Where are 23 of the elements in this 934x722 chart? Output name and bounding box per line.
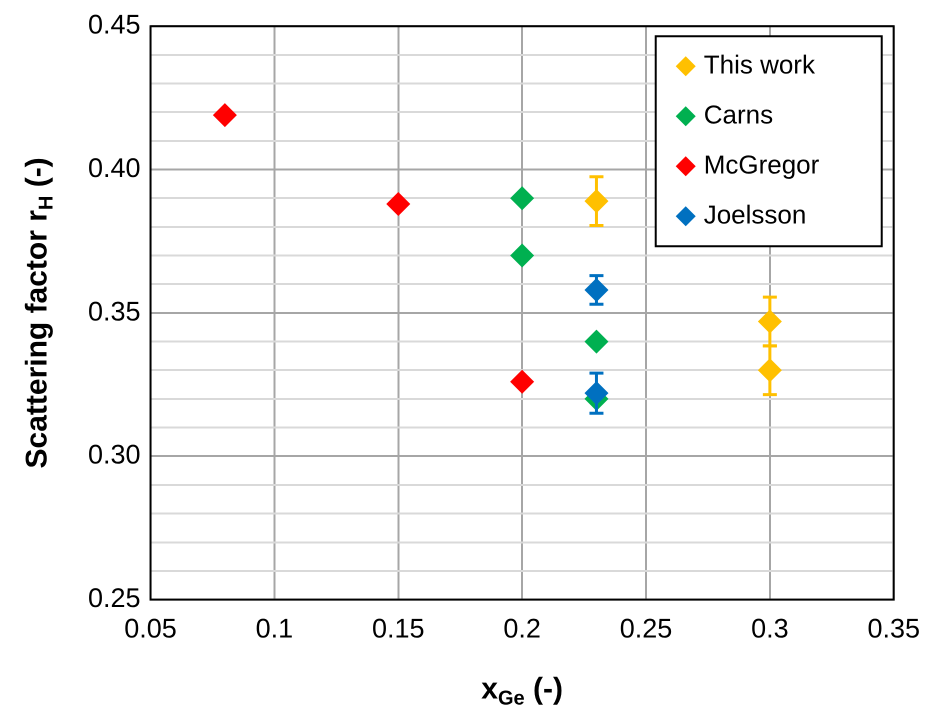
x-tick-label: 0.35	[867, 613, 920, 644]
y-tick-label: 0.30	[88, 440, 141, 470]
point	[510, 370, 534, 394]
point	[386, 192, 410, 216]
x-tick-label: 0.15	[372, 613, 425, 644]
x-tick-label: 0.2	[503, 613, 541, 644]
point	[510, 186, 534, 210]
legend-label: Joelsson	[704, 199, 806, 230]
legend-label: Carns	[704, 99, 774, 130]
y-axis-title: Scattering factor rH (-)	[20, 157, 58, 468]
legend-label: This work	[704, 49, 816, 80]
y-tick-label: 0.45	[88, 10, 141, 40]
point	[584, 330, 608, 354]
y-tick-label: 0.25	[88, 583, 141, 614]
legend-label: McGregor	[704, 149, 820, 180]
point	[510, 244, 534, 268]
x-tick-label: 0.25	[620, 613, 672, 644]
x-tick-label: 0.3	[751, 613, 789, 644]
x-tick-label: 0.1	[256, 613, 294, 644]
y-tick-label: 0.40	[88, 153, 141, 184]
x-tick-label: 0.05	[124, 613, 177, 644]
y-tick-label: 0.35	[88, 296, 141, 326]
point	[212, 103, 237, 128]
